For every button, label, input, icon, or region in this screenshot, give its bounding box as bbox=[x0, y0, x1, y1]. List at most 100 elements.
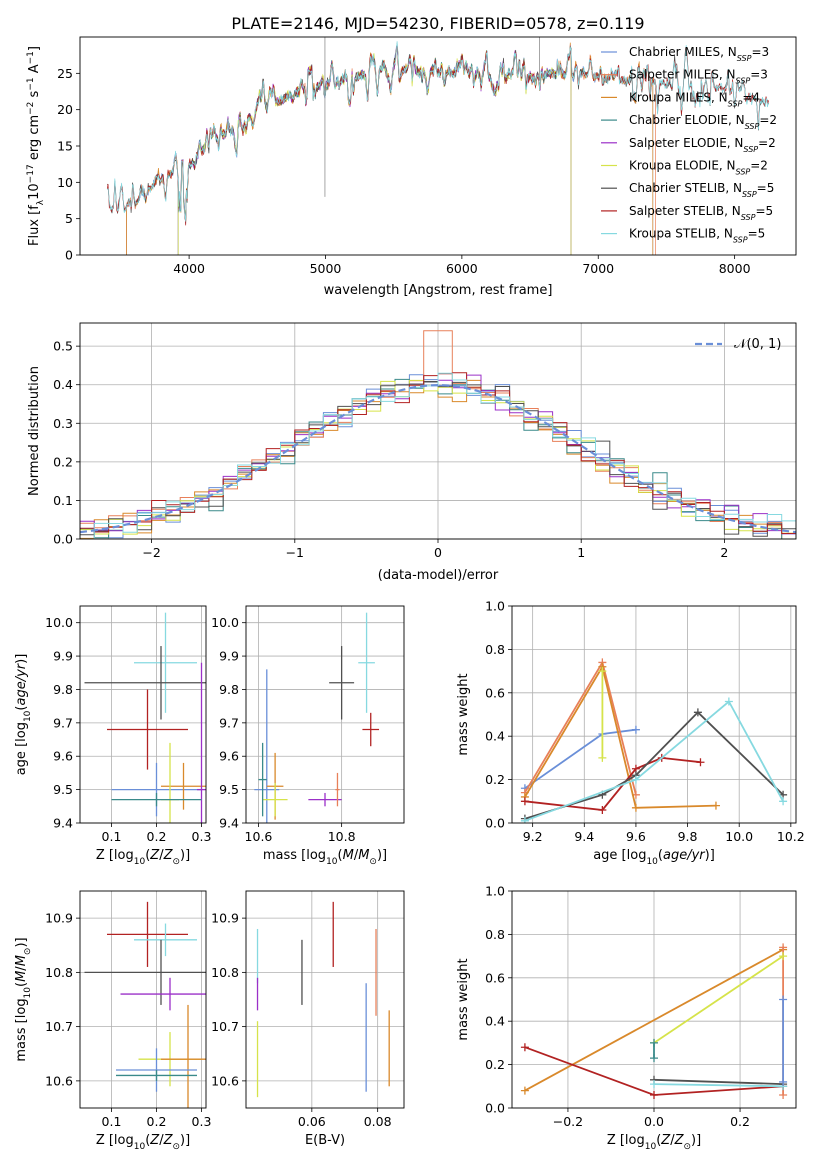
x-tick-label: 9.8 bbox=[678, 829, 698, 844]
legend-sub: SSP bbox=[733, 235, 748, 244]
legend-entry: Chabrier MILES, NSSP=3 bbox=[629, 45, 769, 63]
x-tick-label: 0.2 bbox=[730, 1114, 750, 1129]
label-part: Flux [f bbox=[27, 205, 42, 246]
weight-line bbox=[524, 948, 784, 1092]
plot-area bbox=[256, 901, 390, 1098]
label-part: age [log bbox=[593, 848, 646, 863]
legend-model: Chabrier STELIB, N bbox=[629, 181, 742, 195]
label-part: ⊙ bbox=[23, 948, 33, 956]
y-tick-label: 0.4 bbox=[485, 729, 505, 744]
x-tick-label: 10.8 bbox=[328, 829, 356, 844]
legend-entry: Salpeter MILES, NSSP=3 bbox=[629, 68, 768, 86]
y-tick-label: 15 bbox=[57, 139, 73, 154]
weight-line bbox=[653, 1083, 784, 1088]
label-part: / bbox=[670, 1133, 675, 1148]
label-part: )] bbox=[180, 1133, 190, 1148]
x-axis-label: age [log10(age/yr)] bbox=[593, 848, 715, 867]
weight-line bbox=[524, 700, 784, 822]
x-tick-label: −1 bbox=[286, 545, 304, 560]
weight-marker bbox=[520, 797, 529, 806]
label-part: Z bbox=[163, 848, 174, 863]
label-part: 10 bbox=[134, 857, 146, 867]
label-part: )] bbox=[14, 654, 29, 664]
y-tick-label: 10.8 bbox=[211, 965, 239, 980]
weight-marker bbox=[650, 1054, 658, 1063]
y-axis-label: Flux [fλ10−17 erg cm−2 s−1 A−1] bbox=[26, 46, 46, 246]
y-tick-label: 0.5 bbox=[53, 339, 73, 354]
figure-title: PLATE=2146, MJD=54230, FIBERID=0578, z=0… bbox=[231, 14, 644, 33]
histogram-step bbox=[80, 372, 796, 539]
weight-marker bbox=[711, 801, 720, 810]
weight-line bbox=[653, 955, 784, 1044]
plot-area bbox=[80, 330, 796, 539]
plot-area bbox=[106, 37, 770, 255]
label-part: 10 bbox=[645, 1142, 657, 1152]
label-part: 10 bbox=[326, 857, 338, 867]
label-part: ⊙ bbox=[369, 857, 377, 867]
weight-marker bbox=[631, 803, 640, 812]
y-tick-label: 0.8 bbox=[485, 642, 505, 657]
label-part: ⊙ bbox=[683, 1142, 691, 1152]
y-tick-label: 9.8 bbox=[219, 682, 239, 697]
x-axis-label: (data-model)/error bbox=[378, 568, 499, 583]
metallicity-mass-panel: 0.1 0.2 0.310.610.710.810.9Z [log10(Z/Z⊙)]… bbox=[14, 890, 212, 1152]
weight-marker bbox=[696, 758, 705, 767]
legend-count: =4 bbox=[742, 90, 760, 104]
legend-entry: Kroupa STELIB, NSSP=5 bbox=[629, 227, 765, 245]
y-tick-label: 0.8 bbox=[485, 927, 505, 942]
y-tick-label: 0.4 bbox=[53, 377, 73, 392]
label-part: / bbox=[159, 1133, 164, 1148]
label-part: ( bbox=[14, 982, 29, 987]
label-part: )] bbox=[377, 848, 387, 863]
y-tick-label: 0.2 bbox=[485, 1057, 505, 1072]
y-tick-label: 25 bbox=[57, 66, 73, 81]
label-part: M bbox=[358, 848, 369, 863]
weight-marker bbox=[724, 697, 733, 706]
legend-entry: Chabrier ELODIE, NSSP=2 bbox=[629, 113, 777, 131]
label-part: ( bbox=[145, 1133, 150, 1148]
x-tick-label: 0.3 bbox=[192, 1114, 212, 1129]
legend-count: =5 bbox=[748, 227, 766, 241]
weight-marker bbox=[650, 1090, 658, 1099]
plot-frame bbox=[511, 605, 797, 824]
x-tick-label: 10.0 bbox=[725, 829, 753, 844]
x-tick-label: 0.1 bbox=[102, 829, 122, 844]
label-part: A bbox=[27, 64, 42, 77]
x-tick-label: 9.2 bbox=[523, 829, 543, 844]
legend-model: Kroupa MILES, N bbox=[629, 90, 728, 104]
plot-frame bbox=[79, 890, 207, 1109]
weight-marker bbox=[779, 1090, 788, 1099]
label-part: )] bbox=[180, 848, 190, 863]
y-tick-label: 20 bbox=[57, 102, 73, 117]
x-axis-label: Z [log10(Z/Z⊙)] bbox=[96, 1133, 190, 1152]
mass-age-panel: 10.6 10.8 9.4 9.5 9.6 9.7 9.8 9.9 10.0 mass [log1… bbox=[211, 605, 405, 867]
plot-frame bbox=[245, 605, 405, 824]
y-axis-label: mass weight bbox=[456, 958, 471, 1040]
x-tick-label: 7000 bbox=[582, 261, 614, 276]
x-tick-label: −0.2 bbox=[553, 1114, 583, 1129]
label-part: −2 bbox=[26, 102, 36, 115]
label-part: Z bbox=[674, 1133, 685, 1148]
y-tick-label: 0.0 bbox=[485, 1101, 505, 1116]
legend-entry: 𝒩(0, 1) bbox=[734, 337, 781, 352]
label-part: erg cm bbox=[27, 115, 42, 164]
x-axis-label: wavelength [Angstrom, rest frame] bbox=[324, 283, 553, 298]
label-part: −1 bbox=[26, 51, 36, 64]
y-axis-label: age [log10(age/yr)] bbox=[14, 654, 33, 776]
label-part: )] bbox=[691, 1133, 701, 1148]
x-tick-label: 0.06 bbox=[298, 1114, 326, 1129]
legend-sub: SSP bbox=[728, 99, 743, 108]
weight-marker bbox=[598, 753, 607, 762]
y-tick-label: 10.7 bbox=[45, 1019, 73, 1034]
label-part: mass [log bbox=[14, 998, 29, 1061]
y-tick-label: 9.5 bbox=[53, 782, 73, 797]
x-tick-label: 9.4 bbox=[574, 829, 594, 844]
y-axis-label: mass [log10(M/M⊙)] bbox=[14, 937, 33, 1061]
x-tick-label: 0.2 bbox=[147, 1114, 167, 1129]
label-part: mass [log bbox=[263, 848, 326, 863]
y-tick-label: 0.6 bbox=[485, 970, 505, 985]
x-tick-label: 0.3 bbox=[192, 829, 212, 844]
legend-count: =2 bbox=[758, 136, 776, 150]
y-tick-label: 9.6 bbox=[53, 749, 73, 764]
y-tick-label: 10.8 bbox=[45, 965, 73, 980]
